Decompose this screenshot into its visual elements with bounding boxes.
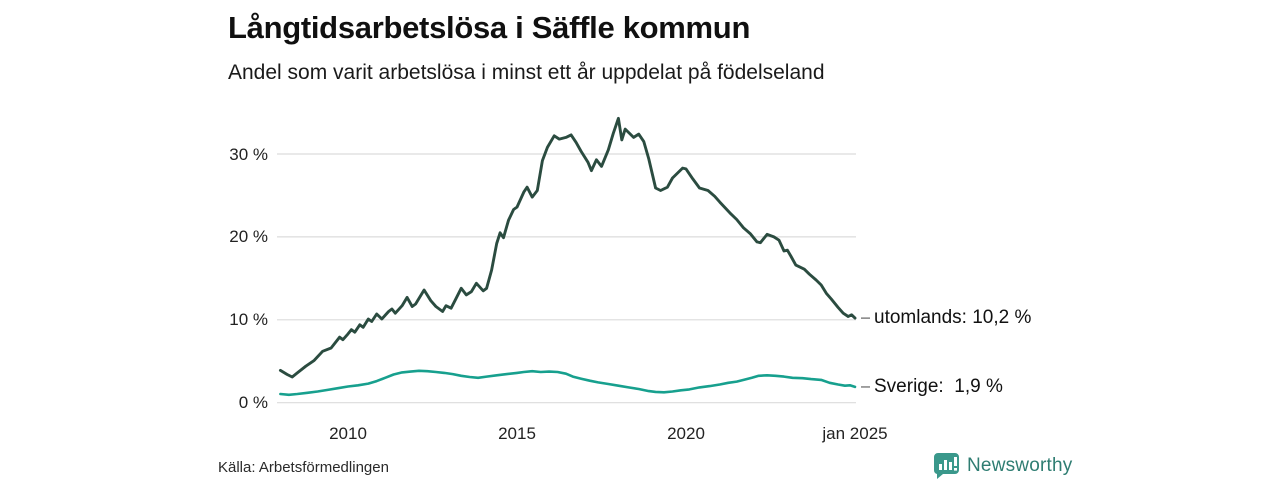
x-tick-label-2010: 2010 — [329, 424, 367, 443]
series-end-label-sverige: Sverige: 1,9 % — [874, 375, 1003, 397]
source-note: Källa: Arbetsförmedlingen — [218, 459, 389, 476]
label-connector-dashes — [861, 317, 870, 388]
y-tick-label-0: 0 % — [238, 393, 268, 413]
newsworthy-bar-chart-bubble-icon — [933, 453, 959, 479]
x-tick-label-2020: 2020 — [667, 424, 705, 443]
line-series-Sverige — [279, 369, 857, 397]
series-lines — [278, 116, 857, 397]
chart-subtitle: Andel som varit arbetslösa i minst ett å… — [228, 61, 825, 84]
y-tick-label-30: 30 % — [229, 144, 268, 164]
y-tick-label-20: 20 % — [229, 227, 268, 247]
chart-title: Långtidsarbetslösa i Säffle kommun — [228, 10, 751, 45]
y-tick-label-10: 10 % — [229, 310, 268, 330]
series-end-label-utomlands: utomlands: 10,2 % — [874, 307, 1032, 329]
x-tick-label-2015: 2015 — [498, 424, 536, 443]
newsworthy-logo-text: Newsworthy — [967, 454, 1073, 476]
gridlines — [277, 153, 856, 404]
line-series-utomlands — [278, 116, 857, 379]
x-tick-label-jan-2025: jan 2025 — [822, 424, 888, 443]
newsworthy-logo: Newsworthy — [933, 452, 1072, 479]
